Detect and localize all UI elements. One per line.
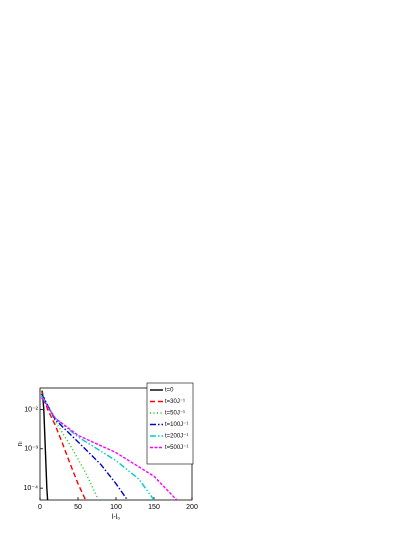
legend-label: t=200J⁻¹ [165, 434, 188, 440]
series-line [41, 390, 49, 500]
legend-label: t=30J⁻¹ [165, 399, 185, 405]
series-line [40, 395, 155, 500]
y-tick-label: 10⁻⁴ [24, 485, 39, 492]
legend-label: t=100J⁻¹ [165, 422, 188, 428]
x-tick-label: 200 [186, 504, 198, 511]
series-line [40, 397, 178, 500]
y-tick-label: 10⁻² [24, 406, 38, 413]
legend-box [146, 382, 194, 465]
legend-label: t=500J⁻¹ [165, 445, 188, 451]
x-tick-label: 0 [38, 504, 42, 511]
x-tick-label: 50 [74, 504, 82, 511]
legend-label: t=50J⁻¹ [165, 411, 185, 417]
legend-label: t=0 [165, 388, 174, 394]
x-tick-label: 100 [110, 504, 122, 511]
y-tick-label: 10⁻³ [24, 446, 38, 453]
x-axis-label: l-l₀ [112, 514, 120, 521]
series-line [40, 390, 87, 500]
series-line [40, 393, 128, 500]
y-axis-label: nₗ [17, 441, 24, 446]
x-tick-label: 150 [148, 504, 160, 511]
